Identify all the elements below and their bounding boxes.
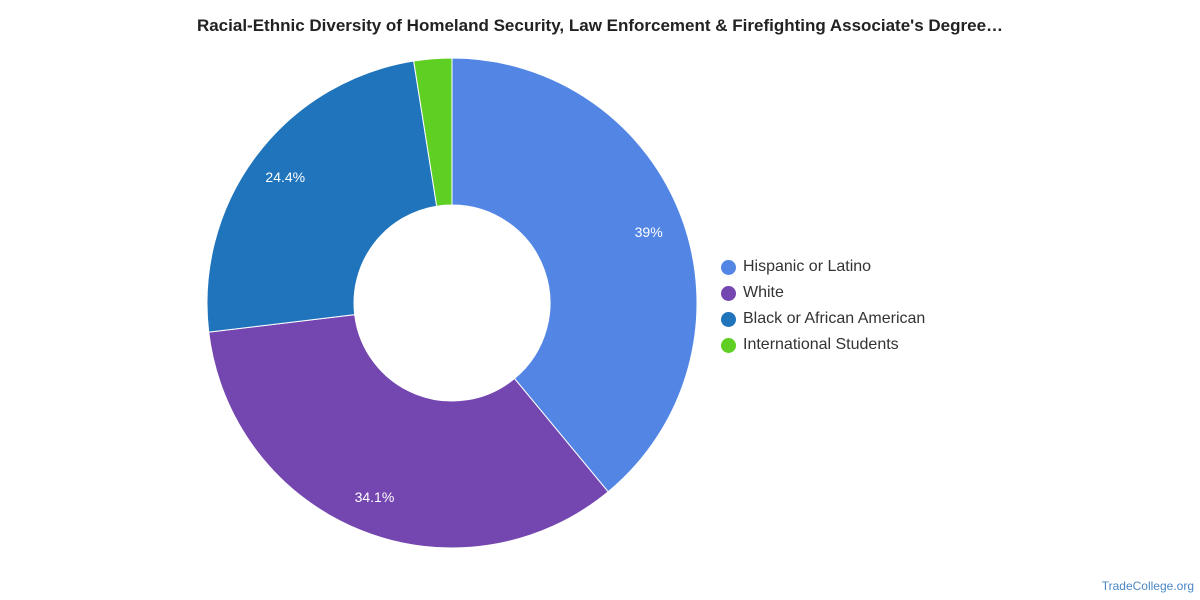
donut-slices xyxy=(206,57,698,549)
slice-label-black-or-african-american: 24.4% xyxy=(265,169,305,185)
legend-swatch-icon xyxy=(721,285,736,301)
source-credit-link[interactable]: TradeCollege.org xyxy=(1101,579,1194,593)
slice-label-hispanic-or-latino: 39% xyxy=(635,224,663,240)
legend-item-black-or-african-american[interactable]: Black or African American xyxy=(721,306,925,332)
legend-item-white[interactable]: White xyxy=(721,280,925,306)
legend-swatch-icon xyxy=(721,259,736,275)
slice-label-white: 34.1% xyxy=(355,489,395,505)
slice-hispanic-or-latino[interactable] xyxy=(451,57,698,493)
legend-label: White xyxy=(743,284,784,301)
legend-swatch-icon xyxy=(721,337,736,353)
legend-label: International Students xyxy=(743,336,899,353)
legend-item-international-students[interactable]: International Students xyxy=(721,332,925,358)
legend-swatch-icon xyxy=(721,311,736,327)
slice-white[interactable] xyxy=(208,314,609,549)
legend-item-hispanic-or-latino[interactable]: Hispanic or Latino xyxy=(721,254,925,280)
legend-label: Hispanic or Latino xyxy=(743,258,872,275)
slice-black-or-african-american[interactable] xyxy=(206,60,438,333)
chart-title: Racial-Ethnic Diversity of Homeland Secu… xyxy=(196,16,1004,35)
slice-value-labels: 39% 34.1% 24.4% xyxy=(265,169,662,505)
slice-international-students[interactable] xyxy=(413,57,453,207)
chart-legend: Hispanic or Latino White Black or African … xyxy=(721,254,925,358)
legend-label: Black or African American xyxy=(743,310,926,327)
